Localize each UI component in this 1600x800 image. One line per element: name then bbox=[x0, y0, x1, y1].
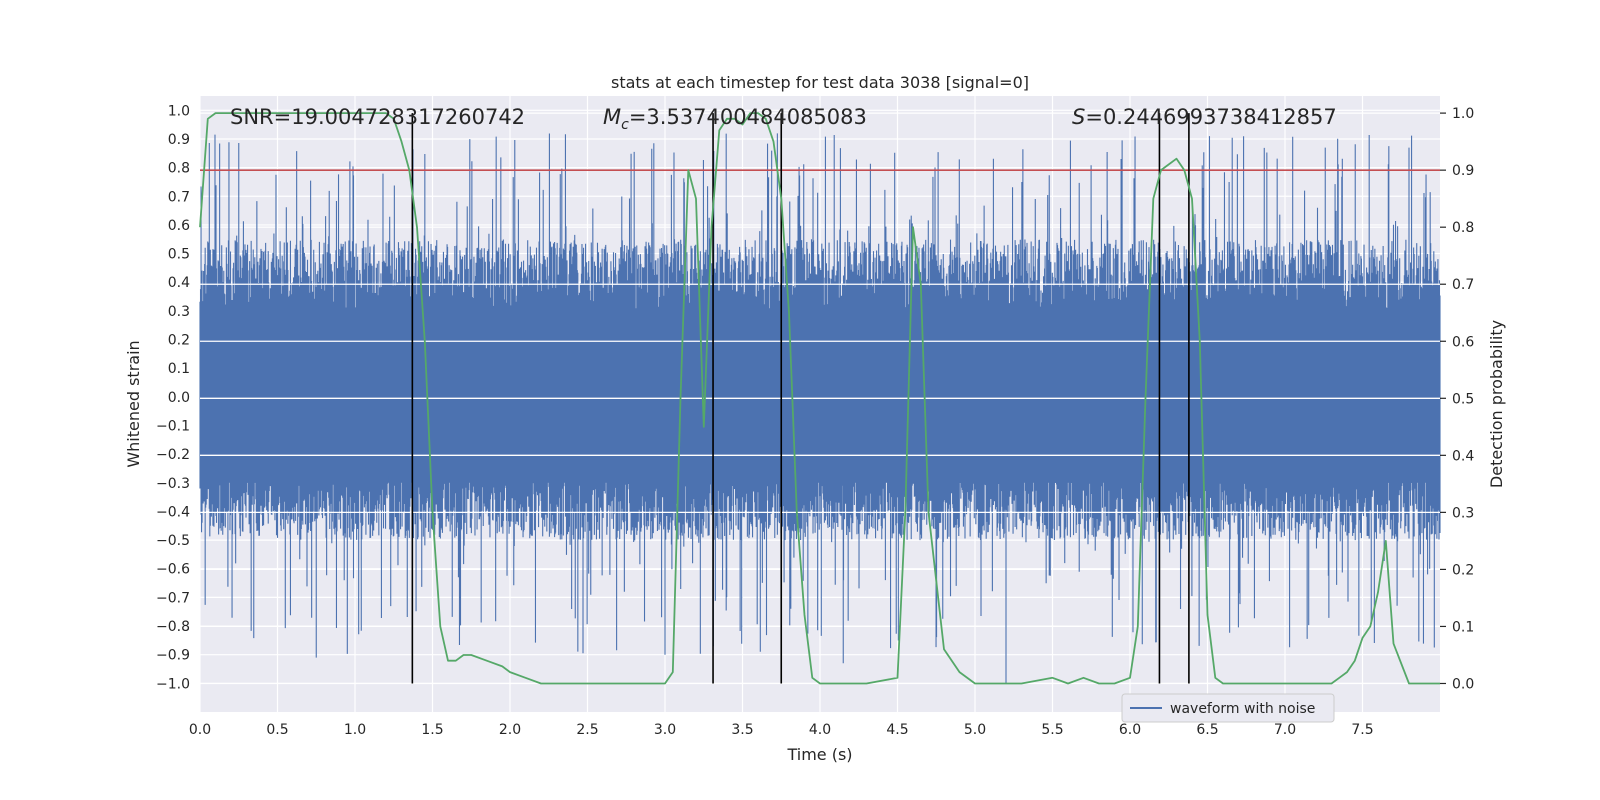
x-tick-label: 1.0 bbox=[344, 722, 366, 738]
y-right-tick-label: 0.2 bbox=[1452, 562, 1474, 578]
y-right-tick-label: 0.1 bbox=[1452, 619, 1474, 635]
chirp-mass-subscript: c bbox=[621, 117, 629, 133]
y-left-tick-label: −0.8 bbox=[156, 619, 190, 635]
x-tick-label: 5.0 bbox=[964, 722, 986, 738]
x-tick-label: 2.5 bbox=[576, 722, 598, 738]
x-tick-label: 1.5 bbox=[421, 722, 443, 738]
legend: waveform with noise bbox=[1121, 693, 1335, 723]
waveform-line bbox=[199, 133, 1441, 684]
y-right-tick-label: 1.0 bbox=[1452, 106, 1474, 122]
legend-label: waveform with noise bbox=[1170, 701, 1315, 717]
s-symbol: S bbox=[1072, 105, 1085, 129]
y-left-tick-label: −1.0 bbox=[156, 676, 190, 692]
y-left-tick-label: 1.0 bbox=[168, 103, 190, 119]
tick-labels: 0.0 0.5 1.0 1.5 2.0 2.5 3.0 3.5 4.0 4.5 5.0 5.5 6.0 6… bbox=[156, 103, 1474, 738]
y-right-tick-label: 0.7 bbox=[1452, 277, 1474, 293]
x-tick-label: 0.0 bbox=[189, 722, 211, 738]
y-left-tick-label: −0.2 bbox=[156, 447, 190, 463]
chirp-mass-symbol: M bbox=[603, 105, 621, 129]
x-tick-label: 5.5 bbox=[1041, 722, 1063, 738]
detection-probability-line bbox=[199, 112, 1440, 685]
chart-title: stats at each timestep for test data 303… bbox=[611, 73, 1029, 92]
y-right-tick-label: 0.0 bbox=[1452, 676, 1474, 692]
y-right-tick-label: 0.3 bbox=[1452, 505, 1474, 521]
x-tick-label: 6.5 bbox=[1196, 722, 1218, 738]
x-tick-label: 2.0 bbox=[499, 722, 521, 738]
y-right-tick-label: 0.4 bbox=[1452, 448, 1474, 464]
legend-box bbox=[1121, 693, 1335, 723]
y-left-tick-label: 0.6 bbox=[168, 218, 190, 234]
chirp-mass-annotation: Mc=3.537400484085083 bbox=[603, 105, 867, 133]
y-left-tick-label: 0.8 bbox=[168, 161, 190, 177]
x-tick-label: 3.0 bbox=[654, 722, 676, 738]
y-left-tick-label: 0.3 bbox=[168, 304, 190, 320]
y-left-tick-label: 0.4 bbox=[168, 275, 190, 291]
y-left-tick-label: −0.6 bbox=[156, 562, 190, 578]
detection-probability-series bbox=[199, 112, 1440, 685]
y-right-tick-label: 0.8 bbox=[1452, 220, 1474, 236]
y-left-tick-label: −0.5 bbox=[156, 533, 190, 549]
x-tick-label: 4.5 bbox=[886, 722, 908, 738]
y-left-tick-label: −0.9 bbox=[156, 648, 190, 664]
y-left-tick-label: −0.4 bbox=[156, 504, 190, 520]
s-value: =0.2446993738412857 bbox=[1085, 105, 1336, 129]
x-tick-label: 4.0 bbox=[809, 722, 831, 738]
y-axis-left-label: Whitened strain bbox=[124, 340, 143, 467]
y-left-tick-label: 0.1 bbox=[168, 361, 190, 377]
y-left-tick-label: −0.7 bbox=[156, 590, 190, 606]
y-left-tick-label: 0.0 bbox=[168, 390, 190, 406]
waveform-with-noise-series bbox=[199, 133, 1441, 684]
y-right-tick-label: 0.6 bbox=[1452, 334, 1474, 350]
y-axis-right-label: Detection probability bbox=[1487, 320, 1506, 488]
chirp-mass-value: =3.537400484085083 bbox=[629, 105, 867, 129]
s-annotation: S=0.2446993738412857 bbox=[1072, 105, 1337, 129]
y-left-tick-label: 0.7 bbox=[168, 189, 190, 205]
y-left-tick-label: 0.9 bbox=[168, 132, 190, 148]
y-left-tick-label: −0.3 bbox=[156, 476, 190, 492]
snr-annotation: SNR=19.004728317260742 bbox=[230, 105, 525, 129]
x-tick-label: 7.0 bbox=[1274, 722, 1296, 738]
y-right-tick-label: 0.9 bbox=[1452, 163, 1474, 179]
y-left-tick-label: −0.1 bbox=[156, 418, 190, 434]
x-tick-label: 3.5 bbox=[731, 722, 753, 738]
x-tick-label: 7.5 bbox=[1351, 722, 1373, 738]
y-right-tick-label: 0.5 bbox=[1452, 391, 1474, 407]
y-left-tick-label: 0.2 bbox=[168, 333, 190, 349]
x-tick-label: 6.0 bbox=[1119, 722, 1141, 738]
x-axis-label: Time (s) bbox=[786, 745, 852, 764]
x-tick-label: 0.5 bbox=[266, 722, 288, 738]
y-left-tick-label: 0.5 bbox=[168, 247, 190, 263]
